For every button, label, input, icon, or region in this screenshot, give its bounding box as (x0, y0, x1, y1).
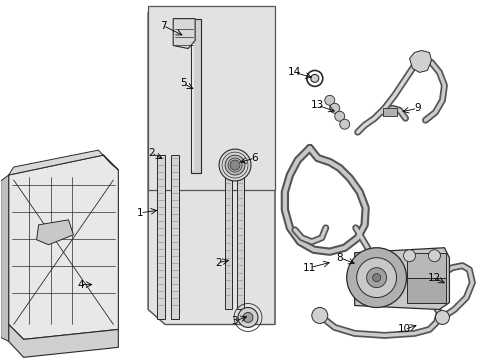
Text: 11: 11 (303, 263, 316, 273)
Text: 4: 4 (77, 280, 83, 289)
Polygon shape (37, 220, 73, 245)
Polygon shape (9, 324, 118, 357)
Text: 12: 12 (427, 273, 440, 283)
Text: 8: 8 (336, 253, 343, 263)
Circle shape (243, 312, 252, 323)
Circle shape (224, 155, 244, 175)
Text: 13: 13 (310, 100, 324, 110)
Circle shape (310, 75, 318, 82)
Text: 10: 10 (397, 324, 410, 334)
Polygon shape (173, 19, 195, 49)
Circle shape (334, 111, 344, 121)
Bar (191, 19, 201, 173)
Text: 2: 2 (214, 258, 221, 268)
Circle shape (356, 258, 396, 298)
Circle shape (219, 149, 250, 181)
Text: 9: 9 (413, 103, 420, 113)
Circle shape (311, 307, 327, 323)
Polygon shape (354, 248, 448, 310)
Circle shape (403, 250, 415, 262)
Circle shape (427, 250, 440, 262)
Bar (148, 6, 274, 190)
Bar (171, 155, 179, 319)
Bar (224, 165, 232, 310)
Circle shape (229, 160, 240, 170)
Polygon shape (148, 13, 274, 324)
Bar (237, 165, 244, 310)
Bar (406, 278, 446, 302)
Text: 14: 14 (287, 67, 301, 77)
Polygon shape (0, 175, 9, 341)
Text: 3: 3 (230, 316, 237, 327)
Bar (157, 155, 165, 319)
Bar (382, 108, 396, 116)
Text: 6: 6 (251, 153, 258, 163)
Polygon shape (9, 155, 118, 339)
Polygon shape (9, 150, 118, 175)
Circle shape (329, 103, 339, 113)
Text: 1: 1 (137, 208, 143, 218)
Text: 7: 7 (160, 21, 166, 31)
Polygon shape (148, 13, 274, 324)
Circle shape (435, 310, 448, 324)
Text: 2: 2 (148, 148, 154, 158)
Circle shape (324, 95, 334, 105)
Circle shape (346, 248, 406, 307)
Polygon shape (408, 50, 430, 72)
Circle shape (372, 274, 380, 282)
Circle shape (339, 119, 349, 129)
Circle shape (366, 268, 386, 288)
Bar (406, 253, 446, 278)
Text: 5: 5 (180, 78, 186, 88)
Circle shape (238, 307, 258, 328)
